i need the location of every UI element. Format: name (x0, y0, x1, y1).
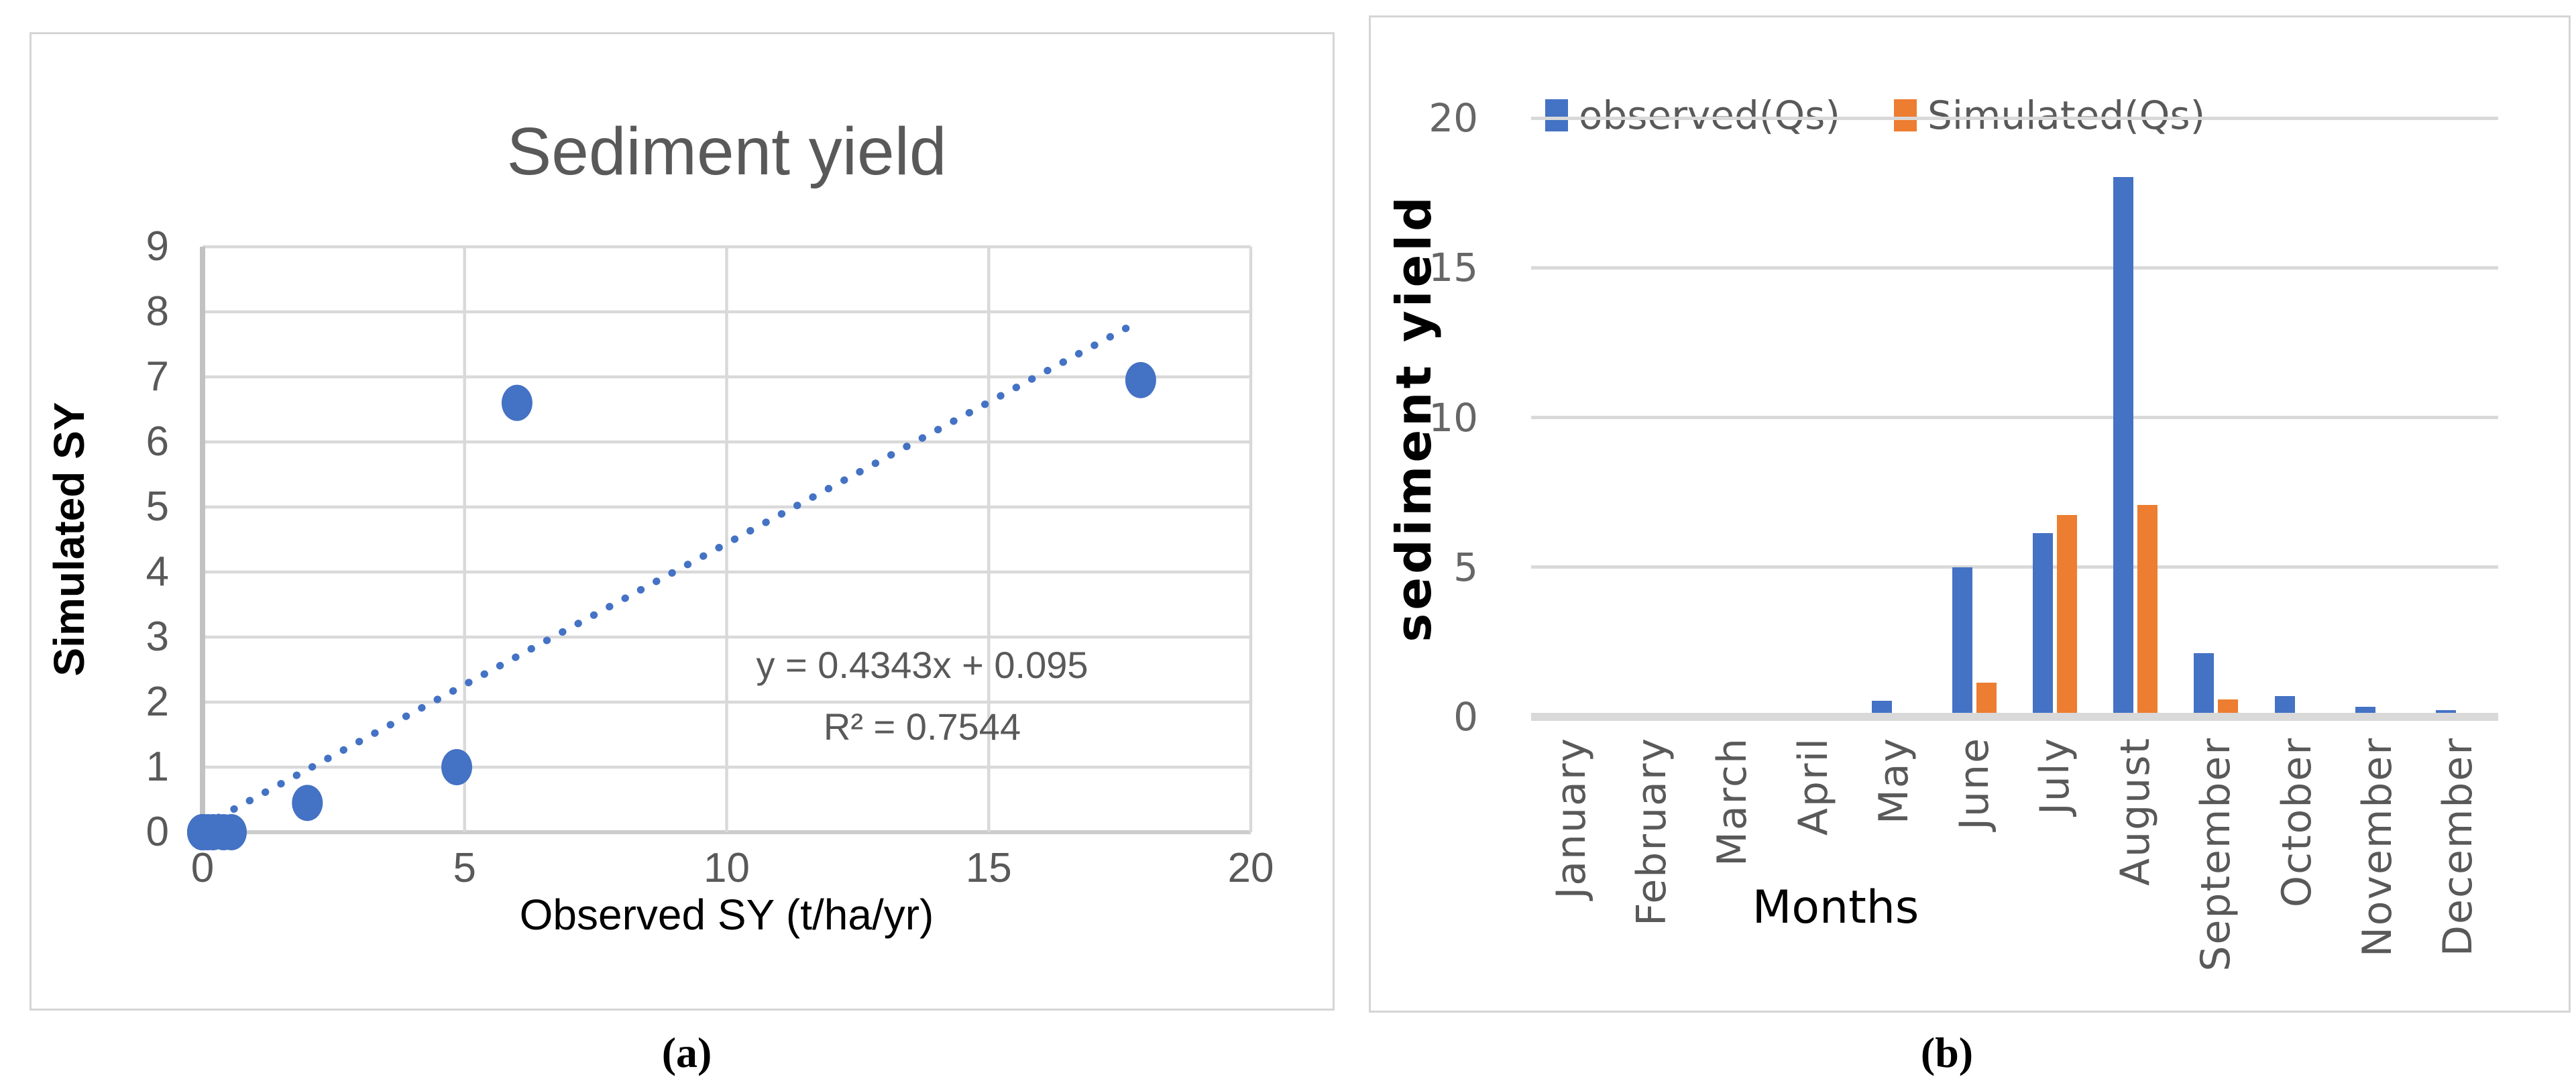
bar-simulatedqs-august (2137, 504, 2158, 713)
gridline (1531, 266, 2498, 270)
r-squared-text: R² = 0.7544 (823, 705, 1021, 748)
y-tick-label: 1 (146, 744, 169, 790)
gridline (1531, 565, 2498, 569)
month-label-april: April (1789, 737, 1837, 836)
month-label-january: January (1548, 737, 1595, 899)
scatter-y-axis-title: Simulated SY (45, 402, 93, 677)
y-tick-label: 10 (1429, 394, 1478, 441)
month-label-august: August (2112, 737, 2160, 886)
legend-label: Simulated(Qs) (1927, 93, 2206, 138)
bar-simulatedqs-july (2057, 515, 2078, 713)
gridline (1531, 116, 2498, 120)
month-label-december: December (2434, 737, 2481, 957)
bar-chart-panel: sediment yield Months observed(Qs) Simula… (1369, 15, 2571, 1013)
scatter-point (441, 749, 473, 785)
y-tick-label: 3 (146, 614, 169, 660)
bar-observedqs-june (1952, 567, 1972, 713)
x-tick-label: 5 (453, 845, 476, 891)
bar-observedqs-july (2033, 533, 2054, 713)
y-tick-label: 6 (146, 418, 169, 465)
y-tick-label: 15 (1429, 245, 1478, 291)
trendline-equation: y = 0.4343x + 0.095 R² = 0.7544 (620, 634, 1224, 758)
bar-observedqs-november (2355, 707, 2375, 713)
y-tick-label: 9 (146, 223, 169, 270)
bar-observedqs-october (2274, 696, 2295, 713)
y-tick-label: 7 (146, 353, 169, 400)
y-tick-label: 5 (146, 483, 169, 530)
scatter-point (1125, 361, 1156, 398)
scatter-point (192, 814, 223, 850)
y-tick-label: 0 (146, 809, 169, 855)
bar-observedqs-may (1871, 701, 1892, 713)
y-tick-label: 20 (1429, 95, 1478, 141)
scatter-point (292, 785, 323, 821)
x-tick-label: 20 (1227, 845, 1274, 891)
bar-observedqs-august (2113, 176, 2134, 713)
month-label-june: June (1950, 737, 1998, 830)
y-tick-label: 4 (146, 549, 169, 595)
y-tick-label: 0 (1453, 694, 1478, 740)
legend-swatch-icon (1894, 99, 1917, 131)
bar-simulatedqs-june (1976, 683, 1997, 713)
x-tick-label: 0 (190, 845, 215, 891)
gridline (1531, 416, 2498, 419)
month-label-september: September (2192, 737, 2240, 972)
legend: observed(Qs) Simulated(Qs) (1545, 93, 2205, 138)
y-tick-label: 2 (146, 679, 169, 725)
scatter-x-axis-title: Observed SY (t/ha/yr) (519, 891, 934, 939)
month-label-july: July (2031, 737, 2079, 815)
x-axis-line (1531, 713, 2498, 721)
y-tick-label: 8 (146, 288, 169, 335)
legend-label: observed(Qs) (1579, 93, 1840, 138)
scatter-point (501, 384, 533, 421)
y-tick-label: 5 (1453, 544, 1478, 590)
bar-x-axis-title: Months (1752, 881, 1919, 934)
legend-swatch-icon (1545, 99, 1568, 131)
month-label-february: February (1628, 737, 1676, 926)
bar-observedqs-december (2435, 709, 2456, 713)
month-label-october: October (2273, 737, 2320, 908)
legend-item: Simulated(Qs) (1894, 93, 2205, 138)
scatter-plot-area (187, 245, 1253, 850)
scatter-chart-panel: Sediment yield Simulated SY Observed SY … (30, 32, 1335, 1011)
bar-observedqs-september (2194, 652, 2215, 713)
x-tick-label: 15 (965, 845, 1012, 891)
legend-item: observed(Qs) (1545, 93, 1840, 138)
x-tick-label: 10 (704, 845, 750, 891)
month-label-november: November (2353, 737, 2401, 958)
equation-text: y = 0.4343x + 0.095 (756, 644, 1088, 686)
scatter-chart-title: Sediment yield (506, 114, 947, 189)
caption-b: (b) (1920, 1029, 1974, 1076)
caption-a: (a) (661, 1029, 712, 1076)
month-label-march: March (1709, 737, 1756, 866)
month-label-may: May (1870, 737, 1917, 825)
bar-simulatedqs-september (2218, 699, 2239, 713)
